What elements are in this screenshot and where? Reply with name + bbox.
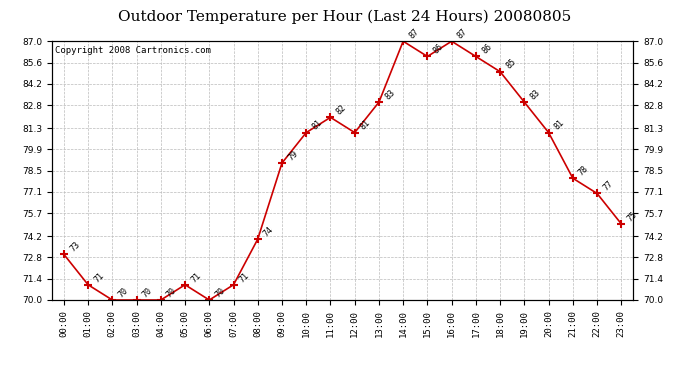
Text: 87: 87 xyxy=(407,27,421,40)
Text: 82: 82 xyxy=(335,103,348,117)
Text: 79: 79 xyxy=(286,149,299,162)
Text: 71: 71 xyxy=(237,271,251,284)
Text: 75: 75 xyxy=(625,210,639,223)
Text: Outdoor Temperature per Hour (Last 24 Hours) 20080805: Outdoor Temperature per Hour (Last 24 Ho… xyxy=(119,9,571,24)
Text: 81: 81 xyxy=(359,118,373,132)
Text: 77: 77 xyxy=(601,179,615,193)
Text: 81: 81 xyxy=(553,118,566,132)
Text: 78: 78 xyxy=(577,164,591,177)
Text: 86: 86 xyxy=(480,42,493,56)
Text: 70: 70 xyxy=(141,286,154,299)
Text: 71: 71 xyxy=(189,271,203,284)
Text: 74: 74 xyxy=(262,225,275,238)
Text: Copyright 2008 Cartronics.com: Copyright 2008 Cartronics.com xyxy=(55,46,210,56)
Text: 81: 81 xyxy=(310,118,324,132)
Text: 87: 87 xyxy=(456,27,469,40)
Text: 70: 70 xyxy=(117,286,130,299)
Text: 70: 70 xyxy=(165,286,179,299)
Text: 73: 73 xyxy=(68,240,81,254)
Text: 70: 70 xyxy=(213,286,227,299)
Text: 83: 83 xyxy=(529,88,542,101)
Text: 71: 71 xyxy=(92,271,106,284)
Text: 83: 83 xyxy=(383,88,397,101)
Text: 86: 86 xyxy=(431,42,445,56)
Text: 85: 85 xyxy=(504,57,518,71)
